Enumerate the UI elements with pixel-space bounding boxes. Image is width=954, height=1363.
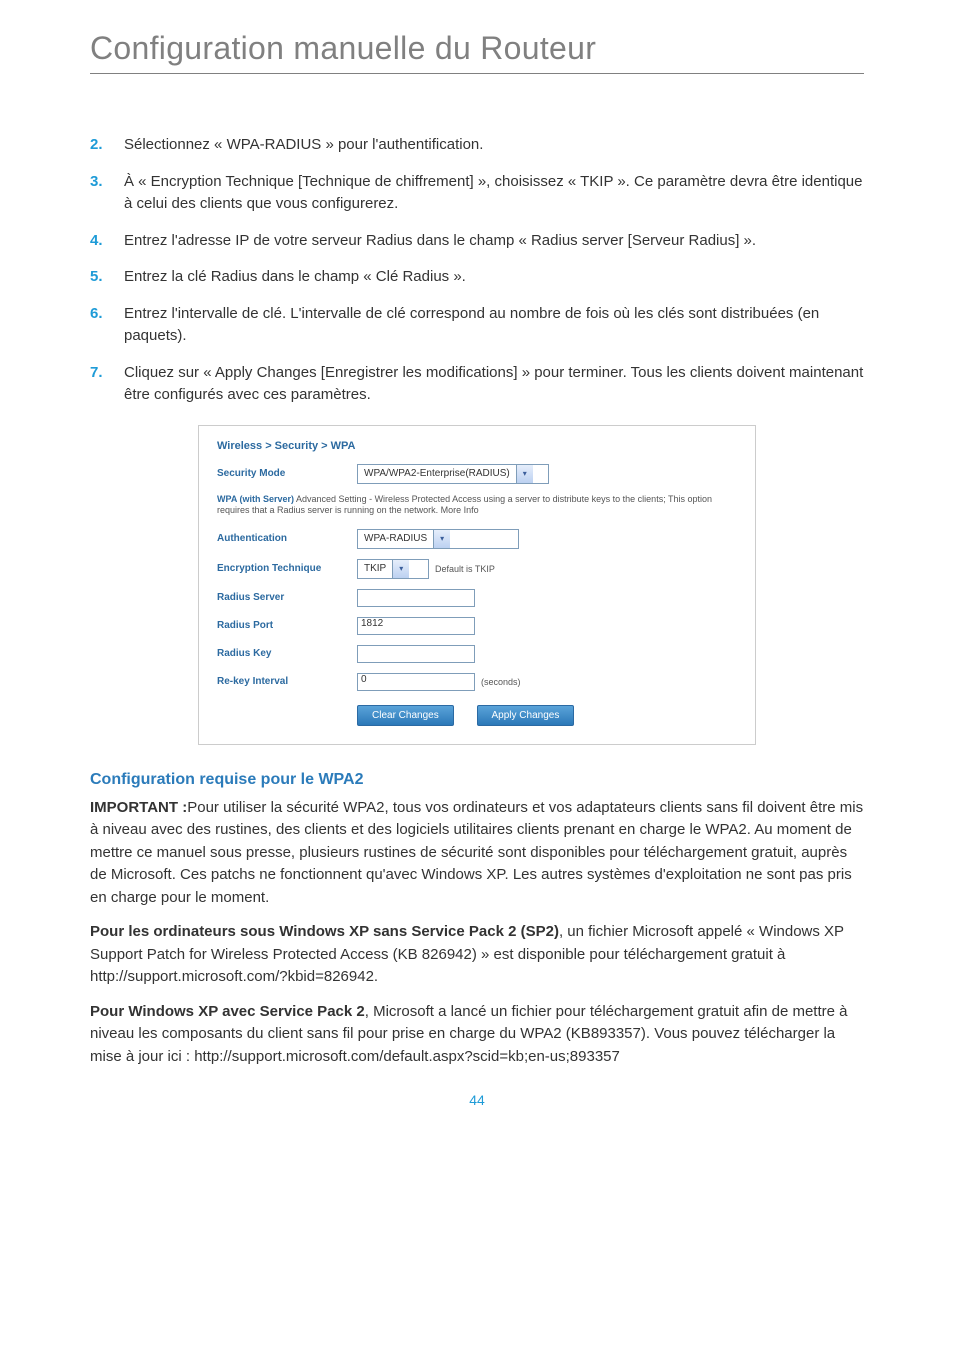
wpa2-heading: Configuration requise pour le WPA2 bbox=[90, 771, 864, 789]
step-item: 4. Entrez l'adresse IP de votre serveur … bbox=[90, 230, 864, 253]
title-rule bbox=[90, 73, 864, 74]
step-number: 4. bbox=[90, 230, 124, 253]
step-number: 7. bbox=[90, 362, 124, 385]
step-text: Entrez l'intervalle de clé. L'intervalle… bbox=[124, 303, 864, 348]
important-paragraph: IMPORTANT :Pour utiliser la sécurité WPA… bbox=[90, 797, 864, 910]
step-number: 2. bbox=[90, 134, 124, 157]
step-text: Sélectionnez « WPA-RADIUS » pour l'authe… bbox=[124, 134, 864, 157]
step-item: 2. Sélectionnez « WPA-RADIUS » pour l'au… bbox=[90, 134, 864, 157]
step-item: 6. Entrez l'intervalle de clé. L'interva… bbox=[90, 303, 864, 348]
authentication-select[interactable]: WPA-RADIUS ▾ bbox=[357, 529, 519, 549]
step-text: Entrez l'adresse IP de votre serveur Rad… bbox=[124, 230, 864, 253]
step-item: 5. Entrez la clé Radius dans le champ « … bbox=[90, 266, 864, 289]
breadcrumb: Wireless > Security > WPA bbox=[217, 440, 737, 452]
security-mode-value: WPA/WPA2-Enterprise(RADIUS) bbox=[358, 468, 516, 479]
radius-port-input[interactable]: 1812 bbox=[357, 617, 475, 635]
encryption-value: TKIP bbox=[358, 563, 392, 574]
radius-server-label: Radius Server bbox=[217, 592, 357, 603]
apply-changes-button[interactable]: Apply Changes bbox=[477, 705, 575, 726]
security-mode-label: Security Mode bbox=[217, 468, 357, 479]
radius-server-input[interactable] bbox=[357, 589, 475, 607]
page-number: 44 bbox=[90, 1092, 864, 1108]
radius-key-input[interactable] bbox=[357, 645, 475, 663]
xp-sp2-paragraph: Pour Windows XP avec Service Pack 2, Mic… bbox=[90, 1001, 864, 1069]
step-number: 5. bbox=[90, 266, 124, 289]
authentication-value: WPA-RADIUS bbox=[358, 533, 433, 544]
chevron-down-icon: ▾ bbox=[433, 530, 450, 548]
step-item: 3. À « Encryption Technique [Technique d… bbox=[90, 171, 864, 216]
encryption-aux: Default is TKIP bbox=[435, 564, 495, 574]
rekey-interval-input[interactable]: 0 bbox=[357, 673, 475, 691]
chevron-down-icon: ▾ bbox=[516, 465, 533, 483]
step-number: 6. bbox=[90, 303, 124, 326]
rekey-interval-label: Re-key Interval bbox=[217, 676, 357, 687]
clear-changes-button[interactable]: Clear Changes bbox=[357, 705, 454, 726]
radius-port-label: Radius Port bbox=[217, 620, 357, 631]
authentication-label: Authentication bbox=[217, 533, 357, 544]
step-text: À « Encryption Technique [Technique de c… bbox=[124, 171, 864, 216]
step-text: Cliquez sur « Apply Changes [Enregistrer… bbox=[124, 362, 864, 407]
rekey-aux: (seconds) bbox=[481, 677, 521, 687]
radius-key-label: Radius Key bbox=[217, 648, 357, 659]
step-number: 3. bbox=[90, 171, 124, 194]
step-text: Entrez la clé Radius dans le champ « Clé… bbox=[124, 266, 864, 289]
encryption-label: Encryption Technique bbox=[217, 563, 357, 574]
encryption-select[interactable]: TKIP ▾ bbox=[357, 559, 429, 579]
step-item: 7. Cliquez sur « Apply Changes [Enregist… bbox=[90, 362, 864, 407]
wpa-note: WPA (with Server) Advanced Setting - Wir… bbox=[217, 494, 737, 517]
chevron-down-icon: ▾ bbox=[392, 560, 409, 578]
config-screenshot: Wireless > Security > WPA Security Mode … bbox=[198, 425, 756, 745]
security-mode-select[interactable]: WPA/WPA2-Enterprise(RADIUS) ▾ bbox=[357, 464, 549, 484]
page-title: Configuration manuelle du Routeur bbox=[90, 30, 864, 67]
steps-list: 2. Sélectionnez « WPA-RADIUS » pour l'au… bbox=[90, 134, 864, 407]
xp-no-sp2-paragraph: Pour les ordinateurs sous Windows XP san… bbox=[90, 921, 864, 989]
